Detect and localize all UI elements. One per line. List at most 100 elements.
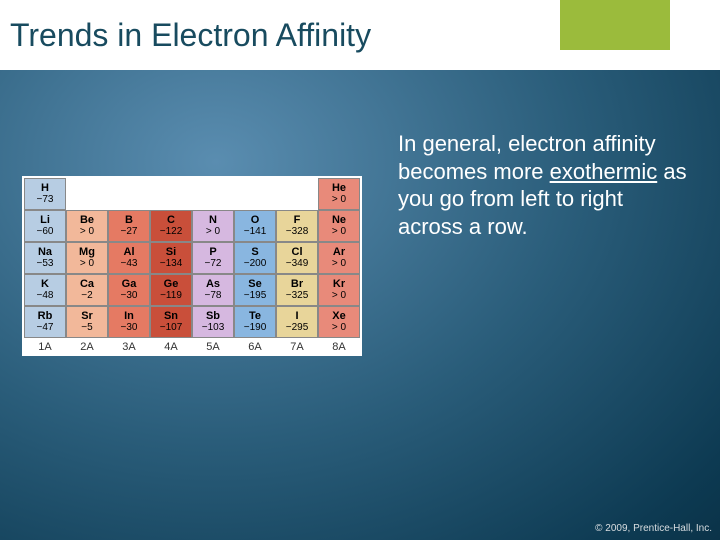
body-underlined: exothermic xyxy=(550,159,658,184)
element-cell: F−328 xyxy=(276,210,318,242)
element-cell: Ca−2 xyxy=(66,274,108,306)
element-symbol: Be xyxy=(80,215,94,226)
element-cell: I−295 xyxy=(276,306,318,338)
element-cell: Rb−47 xyxy=(24,306,66,338)
element-cell: Xe> 0 xyxy=(318,306,360,338)
element-cell: H−73 xyxy=(24,178,66,210)
element-symbol: K xyxy=(41,279,49,290)
element-value: −122 xyxy=(160,227,183,237)
element-value: −107 xyxy=(160,323,183,333)
element-value: > 0 xyxy=(332,227,346,237)
element-symbol: H xyxy=(41,183,49,194)
element-cell: Al−43 xyxy=(108,242,150,274)
element-value: −325 xyxy=(286,291,309,301)
element-cell: P−72 xyxy=(192,242,234,274)
group-label: 7A xyxy=(276,338,318,356)
element-symbol: N xyxy=(209,215,217,226)
element-value: −47 xyxy=(37,323,54,333)
element-cell: In−30 xyxy=(108,306,150,338)
element-symbol: Li xyxy=(40,215,50,226)
element-value: −5 xyxy=(81,323,92,333)
element-cell: C−122 xyxy=(150,210,192,242)
table-row: Na−53Mg> 0Al−43Si−134P−72S−200Cl−349Ar> … xyxy=(24,242,360,274)
element-symbol: Br xyxy=(291,279,303,290)
element-value: > 0 xyxy=(80,259,94,269)
element-cell: Se−195 xyxy=(234,274,276,306)
electron-affinity-table: H−73He> 0Li−60Be> 0B−27C−122N> 0O−141F−3… xyxy=(22,176,362,356)
element-value: > 0 xyxy=(332,259,346,269)
group-label-row: 1A2A3A4A5A6A7A8A xyxy=(24,338,360,356)
element-value: −30 xyxy=(121,291,138,301)
element-cell: Sb−103 xyxy=(192,306,234,338)
element-cell: Ar> 0 xyxy=(318,242,360,274)
element-cell: Li−60 xyxy=(24,210,66,242)
accent-bar xyxy=(560,0,670,50)
element-value: −295 xyxy=(286,323,309,333)
element-value: −349 xyxy=(286,259,309,269)
element-cell: Mg> 0 xyxy=(66,242,108,274)
element-cell: Cl−349 xyxy=(276,242,318,274)
body-text: In general, electron affinity becomes mo… xyxy=(398,130,688,240)
group-label: 5A xyxy=(192,338,234,356)
element-symbol: As xyxy=(206,279,220,290)
element-cell: Be> 0 xyxy=(66,210,108,242)
element-value: −78 xyxy=(205,291,222,301)
element-cell: Na−53 xyxy=(24,242,66,274)
empty-cell xyxy=(192,178,234,210)
element-cell: O−141 xyxy=(234,210,276,242)
slide: Trends in Electron Affinity In general, … xyxy=(0,0,720,540)
element-value: −134 xyxy=(160,259,183,269)
element-cell: Te−190 xyxy=(234,306,276,338)
element-cell: Ge−119 xyxy=(150,274,192,306)
element-symbol: Se xyxy=(248,279,261,290)
element-symbol: Na xyxy=(38,247,52,258)
element-value: −328 xyxy=(286,227,309,237)
element-symbol: Sb xyxy=(206,311,220,322)
element-value: > 0 xyxy=(80,227,94,237)
element-symbol: Si xyxy=(166,247,176,258)
element-value: −103 xyxy=(202,323,225,333)
element-value: > 0 xyxy=(206,227,220,237)
empty-cell xyxy=(66,178,108,210)
element-cell: Si−134 xyxy=(150,242,192,274)
element-symbol: Sr xyxy=(81,311,93,322)
element-cell: Sr−5 xyxy=(66,306,108,338)
element-value: −119 xyxy=(160,291,182,301)
element-symbol: He xyxy=(332,183,346,194)
element-cell: As−78 xyxy=(192,274,234,306)
empty-cell xyxy=(108,178,150,210)
element-value: −190 xyxy=(244,323,267,333)
element-value: −73 xyxy=(37,195,54,205)
element-symbol: Ca xyxy=(80,279,94,290)
empty-cell xyxy=(150,178,192,210)
table-row: H−73 He> 0 xyxy=(24,178,360,210)
element-cell: Kr> 0 xyxy=(318,274,360,306)
element-symbol: Cl xyxy=(292,247,303,258)
element-symbol: Te xyxy=(249,311,261,322)
element-value: −141 xyxy=(244,227,267,237)
element-symbol: B xyxy=(125,215,133,226)
element-value: > 0 xyxy=(332,195,346,205)
element-symbol: Rb xyxy=(38,311,53,322)
element-value: −2 xyxy=(81,291,92,301)
element-value: −60 xyxy=(37,227,54,237)
copyright-footer: © 2009, Prentice-Hall, Inc. xyxy=(595,523,712,534)
element-value: −195 xyxy=(244,291,267,301)
element-cell: N> 0 xyxy=(192,210,234,242)
element-symbol: Xe xyxy=(332,311,345,322)
element-cell: Ga−30 xyxy=(108,274,150,306)
element-value: −30 xyxy=(121,323,138,333)
element-value: > 0 xyxy=(332,323,346,333)
element-cell: K−48 xyxy=(24,274,66,306)
element-symbol: Ga xyxy=(122,279,137,290)
element-symbol: F xyxy=(294,215,301,226)
element-symbol: Kr xyxy=(333,279,345,290)
empty-cell xyxy=(276,178,318,210)
element-symbol: I xyxy=(295,311,298,322)
element-value: −200 xyxy=(244,259,267,269)
element-symbol: S xyxy=(251,247,258,258)
group-label: 3A xyxy=(108,338,150,356)
element-symbol: Ne xyxy=(332,215,346,226)
element-symbol: Ge xyxy=(164,279,179,290)
element-symbol: Mg xyxy=(79,247,95,258)
